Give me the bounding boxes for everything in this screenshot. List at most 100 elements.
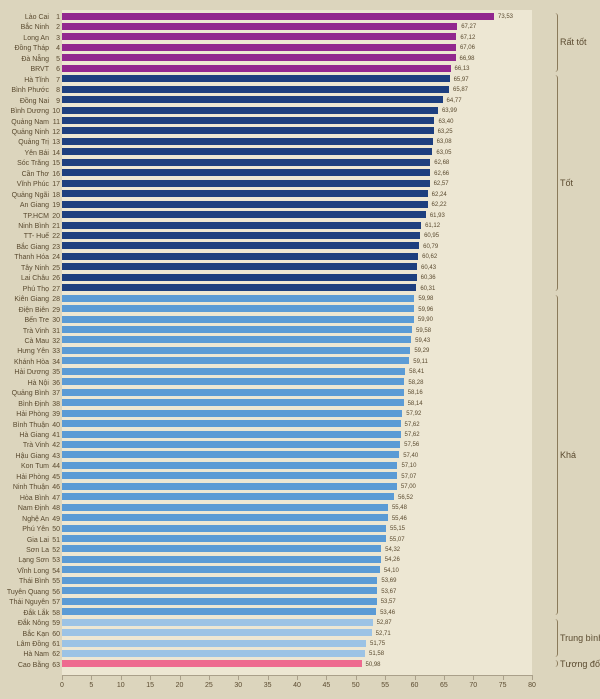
row-value: 62,57 — [434, 181, 449, 187]
row-label: Bình Dương — [2, 108, 49, 115]
bar — [62, 107, 438, 114]
row-rank: 14 — [51, 150, 60, 157]
row-label: Đắk Nông — [2, 620, 49, 627]
xtick-label: 25 — [205, 682, 213, 689]
row-value: 63,25 — [438, 129, 453, 135]
row-value: 64,77 — [447, 98, 462, 104]
row-rank: 26 — [51, 275, 60, 282]
row-label: Trà Vinh — [2, 442, 49, 449]
row-label: Hưng Yên — [2, 348, 49, 355]
bar — [62, 148, 432, 155]
bar — [62, 96, 443, 103]
row-value: 61,12 — [425, 223, 440, 229]
bar — [62, 545, 381, 552]
bar — [62, 242, 419, 249]
row-label: Bắc Ninh — [2, 24, 49, 31]
bar — [62, 180, 430, 187]
row-label: Đồng Tháp — [2, 45, 49, 52]
bar — [62, 222, 421, 229]
row-label: Sóc Trăng — [2, 160, 49, 167]
row-label: Bắc Kạn — [2, 631, 49, 638]
row-value: 55,15 — [390, 526, 405, 532]
row-value: 66,98 — [460, 56, 475, 62]
row-rank: 35 — [51, 369, 60, 376]
row-value: 59,29 — [414, 348, 429, 354]
row-label: Tây Ninh — [2, 265, 49, 272]
bar — [62, 619, 373, 626]
row-label: Bình Định — [2, 401, 49, 408]
row-value: 52,87 — [377, 620, 392, 626]
row-rank: 23 — [51, 244, 60, 251]
row-label: Đắk Lắk — [2, 610, 49, 617]
bar — [62, 127, 434, 134]
row-value: 53,67 — [381, 589, 396, 595]
bar — [62, 253, 418, 260]
row-value: 63,08 — [437, 139, 452, 145]
row-label: Kiên Giang — [2, 296, 49, 303]
row-rank: 1 — [51, 14, 60, 21]
row-rank: 39 — [51, 411, 60, 418]
row-rank: 21 — [51, 223, 60, 230]
row-rank: 33 — [51, 348, 60, 355]
row-label: Bình Phước — [2, 87, 49, 94]
bar — [62, 274, 417, 281]
row-rank: 57 — [51, 599, 60, 606]
row-label: Quảng Bình — [2, 390, 49, 397]
row-value: 67,06 — [460, 45, 475, 51]
row-value: 58,28 — [408, 380, 423, 386]
row-rank: 19 — [51, 202, 60, 209]
row-value: 57,40 — [403, 453, 418, 459]
row-label: Tuyên Quang — [2, 589, 49, 596]
bar — [62, 305, 414, 312]
xtick-label: 10 — [117, 682, 125, 689]
bar — [62, 441, 400, 448]
row-label: Khánh Hòa — [2, 359, 49, 366]
bar — [62, 347, 410, 354]
row-value: 60,62 — [422, 254, 437, 260]
row-value: 57,62 — [405, 422, 420, 428]
row-value: 54,10 — [384, 568, 399, 574]
bar — [62, 504, 388, 511]
row-rank: 32 — [51, 338, 60, 345]
row-rank: 37 — [51, 390, 60, 397]
row-rank: 44 — [51, 463, 60, 470]
row-value: 59,58 — [416, 328, 431, 334]
chart-frame: Lào Cai173,53Bắc Ninh267,27Long An367,12… — [0, 0, 600, 699]
xtick-label: 60 — [411, 682, 419, 689]
row-value: 60,79 — [423, 244, 438, 250]
row-label: Phú Yên — [2, 526, 49, 533]
row-value: 59,96 — [418, 307, 433, 313]
row-rank: 29 — [51, 307, 60, 314]
bar — [62, 640, 366, 647]
row-value: 59,43 — [415, 338, 430, 344]
row-rank: 54 — [51, 568, 60, 575]
bar — [62, 483, 397, 490]
bar — [62, 295, 414, 302]
row-label: Hà Nội — [2, 380, 49, 387]
row-rank: 11 — [51, 119, 60, 126]
row-label: Yên Bái — [2, 150, 49, 157]
row-label: Hà Nam — [2, 651, 49, 658]
xtick-label: 70 — [469, 682, 477, 689]
bar — [62, 378, 404, 385]
bar — [62, 284, 416, 291]
row-rank: 27 — [51, 286, 60, 293]
row-value: 62,66 — [434, 171, 449, 177]
row-value: 52,71 — [376, 631, 391, 637]
row-value: 57,92 — [406, 411, 421, 417]
bar — [62, 660, 362, 667]
row-rank: 5 — [51, 56, 60, 63]
xtick-label: 15 — [146, 682, 154, 689]
row-value: 62,22 — [432, 202, 447, 208]
row-rank: 28 — [51, 296, 60, 303]
row-value: 58,41 — [409, 369, 424, 375]
row-rank: 41 — [51, 432, 60, 439]
row-rank: 18 — [51, 192, 60, 199]
bar — [62, 566, 380, 573]
row-label: Kon Tum — [2, 463, 49, 470]
row-rank: 55 — [51, 578, 60, 585]
row-label: TP.HCM — [2, 213, 49, 220]
bar — [62, 368, 405, 375]
row-value: 57,56 — [404, 442, 419, 448]
row-label: TT- Huế — [2, 233, 49, 240]
